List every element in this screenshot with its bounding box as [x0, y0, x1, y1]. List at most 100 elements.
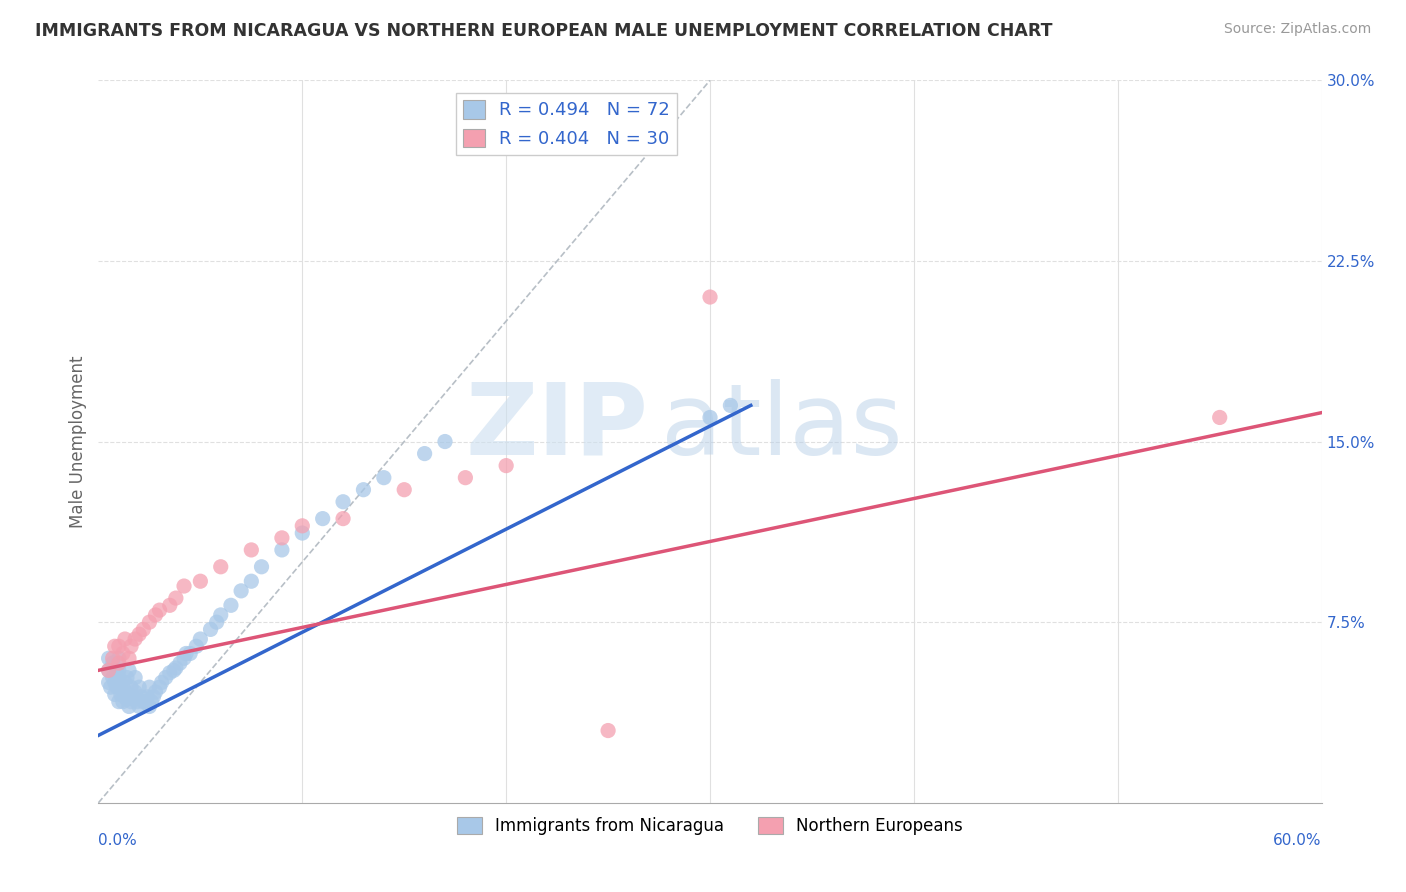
Point: [132, 623, 155, 637]
Point: [413, 446, 436, 460]
Point: [132, 695, 155, 709]
Point: [110, 687, 132, 701]
Text: atlas: atlas: [661, 378, 903, 475]
Point: [699, 290, 721, 304]
Point: [145, 685, 167, 699]
Point: [97, 651, 120, 665]
Point: [291, 518, 314, 533]
Point: [209, 559, 232, 574]
Point: [209, 607, 232, 622]
Point: [159, 665, 181, 680]
Text: IMMIGRANTS FROM NICARAGUA VS NORTHERN EUROPEAN MALE UNEMPLOYMENT CORRELATION CHA: IMMIGRANTS FROM NICARAGUA VS NORTHERN EU…: [35, 22, 1053, 40]
Point: [169, 656, 191, 670]
Point: [108, 639, 131, 653]
Point: [101, 656, 124, 670]
Point: [108, 695, 131, 709]
Point: [173, 651, 195, 665]
Point: [134, 695, 156, 709]
Text: 0.0%: 0.0%: [98, 833, 138, 848]
Point: [128, 699, 150, 714]
Point: [270, 542, 294, 557]
Point: [124, 671, 146, 685]
Point: [598, 723, 620, 738]
Point: [200, 623, 222, 637]
Point: [114, 632, 136, 646]
Point: [188, 574, 212, 589]
Text: Source: ZipAtlas.com: Source: ZipAtlas.com: [1223, 22, 1371, 37]
Point: [118, 687, 141, 701]
Point: [149, 680, 172, 694]
Point: [138, 699, 160, 714]
Point: [129, 690, 152, 704]
Point: [495, 458, 517, 473]
Point: [111, 680, 134, 694]
Text: ZIP: ZIP: [465, 378, 648, 475]
Point: [434, 434, 457, 449]
Point: [124, 632, 146, 646]
Point: [128, 627, 150, 641]
Point: [231, 583, 253, 598]
Point: [165, 661, 187, 675]
Point: [219, 599, 242, 613]
Point: [118, 651, 141, 665]
Point: [392, 483, 416, 497]
Point: [149, 603, 172, 617]
Point: [138, 680, 160, 694]
Point: [111, 695, 134, 709]
Point: [1209, 410, 1232, 425]
Point: [718, 398, 742, 412]
Point: [159, 599, 181, 613]
Point: [155, 671, 177, 685]
Point: [108, 656, 131, 670]
Point: [150, 675, 173, 690]
Point: [101, 651, 124, 665]
Y-axis label: Male Unemployment: Male Unemployment: [69, 355, 87, 528]
Point: [145, 607, 167, 622]
Point: [120, 639, 142, 653]
Point: [115, 692, 138, 706]
Point: [118, 699, 141, 714]
Point: [97, 675, 120, 690]
Point: [114, 675, 136, 690]
Point: [110, 675, 132, 690]
Point: [291, 526, 314, 541]
Point: [101, 671, 124, 685]
Point: [120, 680, 142, 694]
Point: [186, 639, 208, 653]
Point: [104, 687, 127, 701]
Point: [108, 680, 131, 694]
Point: [188, 632, 212, 646]
Point: [179, 647, 201, 661]
Point: [127, 695, 149, 709]
Point: [165, 591, 187, 605]
Point: [108, 671, 131, 685]
Point: [142, 690, 165, 704]
Point: [105, 664, 128, 678]
Point: [332, 511, 354, 525]
Point: [352, 483, 374, 497]
Point: [373, 470, 395, 484]
Point: [454, 470, 477, 484]
Point: [141, 695, 163, 709]
Point: [120, 695, 142, 709]
Point: [104, 675, 127, 690]
Point: [97, 664, 120, 678]
Point: [105, 680, 128, 694]
Point: [136, 690, 159, 704]
Point: [118, 664, 141, 678]
Point: [114, 690, 136, 704]
Point: [240, 574, 263, 589]
Legend: Immigrants from Nicaragua, Northern Europeans: Immigrants from Nicaragua, Northern Euro…: [450, 810, 970, 841]
Point: [100, 680, 122, 694]
Point: [240, 542, 263, 557]
Point: [138, 615, 160, 630]
Text: 60.0%: 60.0%: [1274, 833, 1322, 848]
Point: [332, 494, 354, 508]
Point: [104, 639, 127, 653]
Point: [111, 647, 134, 661]
Point: [108, 651, 131, 665]
Point: [174, 647, 197, 661]
Point: [250, 559, 273, 574]
Point: [205, 615, 228, 630]
Point: [312, 511, 335, 525]
